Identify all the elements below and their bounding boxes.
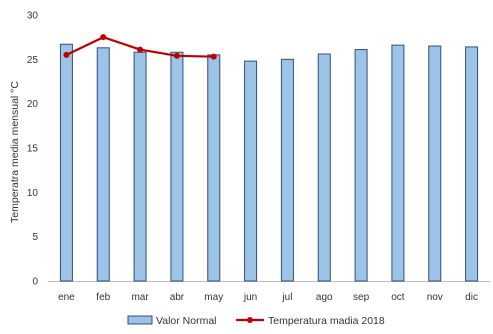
bar xyxy=(465,46,479,282)
line-point xyxy=(210,53,217,60)
bar xyxy=(317,53,331,282)
y-axis-title: Temperatra media mensual °C xyxy=(9,81,21,223)
x-tick-label: ene xyxy=(58,292,75,303)
y-tick-label: 5 xyxy=(32,232,38,243)
bar xyxy=(96,47,110,282)
bar xyxy=(170,51,184,282)
legend-swatch-bar xyxy=(127,315,153,325)
x-tick-label: sep xyxy=(353,292,370,303)
x-tick-label: jun xyxy=(243,292,257,303)
y-tick-label: 10 xyxy=(27,188,39,199)
bar xyxy=(354,49,368,282)
y-tick-label: 15 xyxy=(27,144,39,155)
y-axis-ticks: 0 5 10 15 20 25 30 xyxy=(27,11,39,288)
x-axis-ticks: ene feb mar abr may jun jul ago sep oct nov dic xyxy=(58,292,478,303)
bar-series-group xyxy=(59,43,479,282)
legend-label-bar: Valor Normal xyxy=(156,315,217,327)
x-tick-label: abr xyxy=(170,292,185,303)
x-tick-label: oct xyxy=(391,292,405,303)
line-series-group xyxy=(63,34,217,60)
bar xyxy=(207,54,221,282)
y-tick-label: 25 xyxy=(27,55,39,66)
line-point xyxy=(173,52,180,59)
line-point xyxy=(137,46,144,53)
x-tick-label: dic xyxy=(465,292,478,303)
legend: Valor Normal Temperatura madia 2018 xyxy=(127,315,385,327)
bar xyxy=(59,43,73,282)
y-tick-label: 0 xyxy=(32,277,38,288)
x-tick-label: feb xyxy=(96,292,110,303)
y-tick-label: 30 xyxy=(27,11,39,22)
x-tick-label: ago xyxy=(316,292,333,303)
y-tick-label: 20 xyxy=(27,99,39,110)
line-point xyxy=(63,51,70,58)
legend-label-line: Temperatura madia 2018 xyxy=(268,315,385,327)
bar xyxy=(244,60,258,282)
x-tick-label: nov xyxy=(427,292,443,303)
bar xyxy=(133,51,147,282)
bar xyxy=(428,45,442,282)
bar xyxy=(391,44,405,282)
bar xyxy=(280,58,294,282)
x-tick-label: jul xyxy=(281,292,292,303)
x-tick-label: may xyxy=(204,292,223,303)
line-point xyxy=(100,34,107,41)
legend-marker-line xyxy=(247,317,253,323)
x-tick-label: mar xyxy=(131,292,149,303)
